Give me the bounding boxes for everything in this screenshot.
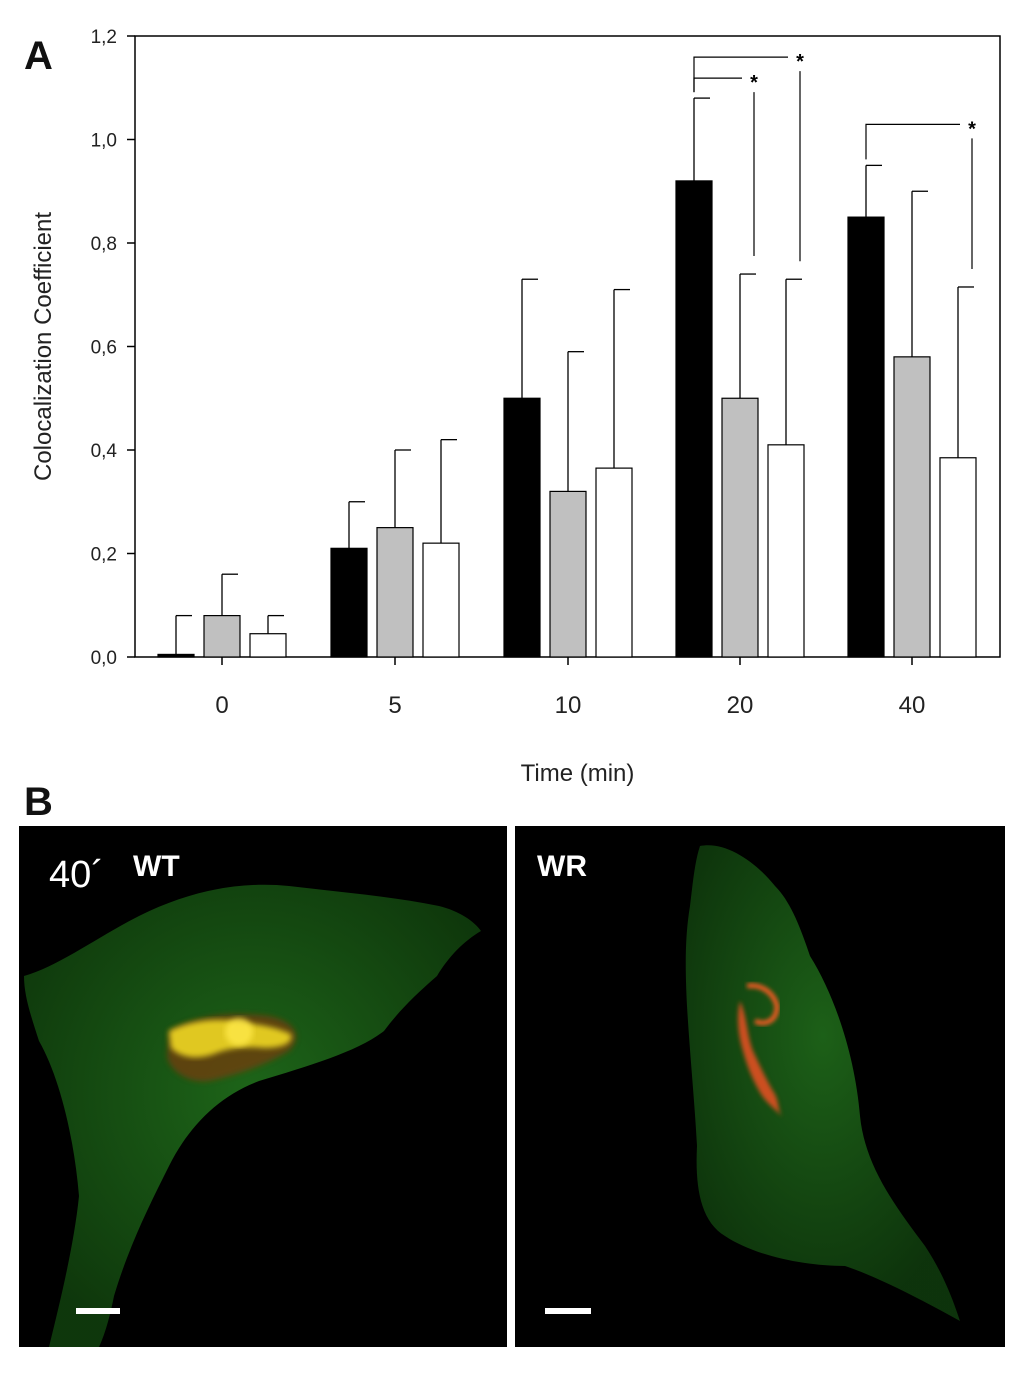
- x-tick-label: 10: [555, 692, 582, 719]
- bar-chart: 0,0 0,2 0,4 0,6 0,8 1,0 1,2 0 5 10 20 40 Time (min) C…: [30, 27, 1001, 787]
- bar: [893, 356, 931, 658]
- bar: [422, 542, 460, 658]
- significance-label: *: [796, 51, 804, 73]
- y-tick-label: 1,2: [91, 27, 117, 48]
- y-tick-label: 0,6: [91, 338, 117, 359]
- bar: [549, 490, 587, 658]
- significance-label: *: [750, 72, 758, 94]
- y-tick-label: 0,2: [91, 545, 117, 566]
- significance-bracket: [693, 77, 742, 93]
- scale-bar-wr: [545, 1308, 591, 1314]
- bar: [376, 527, 414, 658]
- bar: [939, 457, 977, 658]
- panel-a-letter: A: [24, 34, 53, 78]
- scale-bar-wt: [76, 1308, 120, 1314]
- x-axis-label: Time (min): [521, 760, 635, 787]
- significance-bracket: [865, 123, 960, 160]
- y-axis-label: Colocalization Coefficient: [30, 212, 57, 481]
- bar: [330, 547, 368, 658]
- micrograph-wt: 40´ WT: [19, 826, 507, 1347]
- x-tick-label: 0: [215, 692, 228, 719]
- panel-b-letter: B: [24, 780, 53, 824]
- bar: [157, 653, 195, 658]
- wt-label: WT: [133, 850, 180, 883]
- y-tick-label: 0,8: [91, 234, 117, 255]
- y-tick-label: 1,0: [91, 131, 117, 152]
- bar: [249, 633, 287, 658]
- bar: [721, 397, 759, 658]
- x-tick-label: 20: [727, 692, 754, 719]
- bar: [675, 180, 713, 658]
- x-tick-label: 5: [388, 692, 401, 719]
- bar: [203, 614, 241, 658]
- time-label: 40´: [49, 854, 104, 896]
- significance-bracket: [693, 56, 788, 93]
- bar: [503, 397, 541, 658]
- micrograph-wr: WR: [515, 826, 1005, 1347]
- bar: [767, 444, 805, 658]
- cell-wt-image: [24, 884, 481, 1347]
- cell-wr-image: [685, 845, 960, 1321]
- bar: [595, 467, 633, 658]
- x-tick-label: 40: [899, 692, 926, 719]
- bar: [847, 216, 885, 658]
- y-tick-label: 0,4: [91, 441, 118, 462]
- significance-label: *: [968, 118, 976, 140]
- y-tick-label: 0,0: [91, 648, 117, 669]
- wr-label: WR: [537, 850, 587, 883]
